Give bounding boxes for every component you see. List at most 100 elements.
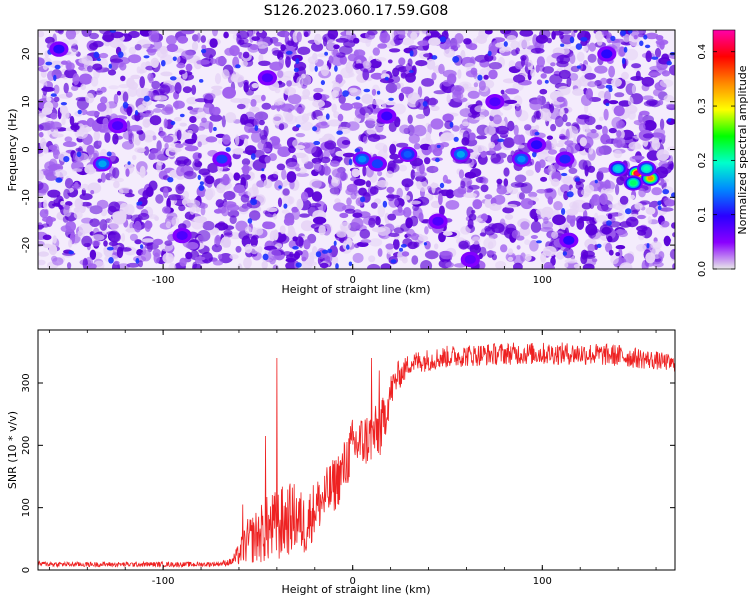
heatmap-noise-cell — [461, 137, 470, 146]
heatmap-noise-cell — [560, 172, 568, 177]
heatmap-noise-cell — [568, 73, 579, 81]
heatmap-noise-cell — [459, 108, 473, 118]
heatmap-noise-cell — [507, 248, 514, 256]
heatmap-noise-cell — [595, 124, 603, 130]
heatmap-noise-cell — [355, 96, 361, 100]
heatmap-noise-cell — [390, 259, 397, 264]
heatmap-noise-cell — [375, 216, 381, 226]
heatmap-noise-cell — [52, 235, 57, 244]
heatmap-noise-cell — [574, 177, 581, 182]
heatmap-noise-cell — [496, 185, 508, 195]
heatmap-noise-cell — [423, 242, 427, 246]
heatmap-noise-cell — [440, 142, 450, 148]
heatmap-noise-cell — [663, 94, 675, 103]
heatmap-noise-cell — [475, 176, 485, 183]
heatmap-noise-cell — [403, 195, 411, 201]
heatmap-noise-cell — [342, 90, 349, 97]
heatmap-noise-cell — [334, 65, 338, 72]
heatmap-noise-cell — [69, 115, 75, 126]
heatmap-noise-cell — [413, 171, 427, 178]
heatmap-noise-cell — [77, 229, 86, 238]
heatmap-noise-cell — [566, 142, 580, 154]
heatmap-noise-cell — [309, 203, 322, 208]
heatmap-noise-cell — [399, 247, 403, 252]
heatmap-noise-cell — [321, 249, 329, 254]
heatmap-noise-cell — [410, 31, 418, 40]
heatmap-noise-cell — [137, 105, 145, 113]
heatmap-noise-cell — [617, 209, 625, 220]
heatmap-noise-cell — [294, 145, 306, 150]
heatmap-noise-cell — [263, 179, 273, 189]
heatmap-noise-cell — [205, 136, 218, 143]
heatmap-noise-cell — [176, 165, 185, 177]
heatmap-noise-cell — [139, 165, 146, 178]
heatmap-noise-cell — [85, 92, 95, 104]
heatmap-noise-cell — [196, 32, 201, 43]
heatmap-noise-cell — [63, 188, 71, 200]
heatmap-noise-cell — [398, 92, 405, 102]
heatmap-noise-cell — [68, 239, 73, 248]
heatmap-noise-cell — [326, 39, 336, 51]
heatmap-noise-cell — [81, 55, 93, 65]
heatmap-noise-cell — [580, 37, 588, 42]
heatmap-noise-cell — [412, 203, 419, 212]
heatmap-noise-cell — [221, 115, 226, 128]
heatmap-noise-cell — [358, 187, 367, 196]
heatmap-noise-cell — [449, 121, 454, 128]
heatmap-noise-cell — [506, 35, 517, 43]
heatmap-noise-cell — [484, 226, 496, 236]
heatmap-noise-cell — [638, 113, 643, 123]
heatmap-noise-cell — [167, 177, 174, 183]
heatmap-noise-cell — [401, 178, 414, 188]
heatmap-noise-cell — [371, 88, 377, 96]
heatmap-noise-cell — [175, 55, 181, 64]
heatmap-noise-cell — [657, 205, 662, 211]
heatmap-noise-cell — [377, 170, 383, 177]
heatmap-noise-cell — [354, 243, 360, 249]
heatmap-noise-cell — [97, 178, 102, 183]
heatmap-noise-cell — [280, 44, 286, 52]
heatmap-noise-cell — [600, 77, 608, 85]
heatmap-noise-cell — [386, 186, 395, 194]
heatmap-noise-cell — [86, 110, 100, 117]
heatmap-noise-cell — [621, 57, 626, 65]
heatmap-noise-cell — [500, 89, 505, 95]
heatmap-noise-cell — [549, 103, 554, 114]
heatmap-noise-cell — [194, 98, 208, 103]
heatmap-noise-cell — [253, 227, 264, 236]
heatmap-noise-cell — [243, 179, 248, 190]
heatmap-noise-cell — [520, 221, 530, 230]
heatmap-noise-cell — [129, 221, 135, 231]
heatmap-noise-cell — [599, 193, 608, 205]
heatmap-noise-cell — [38, 190, 47, 196]
heatmap-noise-cell — [627, 96, 634, 107]
colorbar-ticks: 0.0 0.1 0.2 0.3 0.4 — [697, 44, 735, 277]
heatmap-noise-cell — [244, 226, 252, 234]
heatmap-hotspot — [614, 165, 622, 172]
heatmap-noise-cell — [443, 48, 455, 58]
heatmap-noise-cell — [352, 212, 363, 218]
heatmap-noise-cell — [100, 86, 107, 93]
heatmap-noise-cell — [312, 216, 327, 225]
heatmap-noise-cell — [184, 138, 197, 144]
heatmap-noise-cell — [42, 234, 52, 241]
heatmap-noise-cell — [102, 117, 109, 127]
heatmap-noise-cell — [38, 30, 45, 38]
heatmap-noise-cell — [503, 41, 508, 47]
heatmap-noise-cell — [201, 44, 207, 50]
x-tick-label: 100 — [533, 275, 552, 286]
heatmap-noise-cell — [566, 213, 576, 224]
heatmap-noise-cell — [519, 226, 531, 237]
heatmap-noise-cell — [347, 53, 357, 62]
heatmap-noise-cell — [280, 103, 295, 112]
heatmap-noise-cell — [667, 146, 675, 152]
heatmap-noise-cell — [596, 37, 603, 46]
heatmap-noise-cell — [628, 141, 641, 150]
heatmap-noise-cell — [362, 60, 372, 69]
heatmap-noise-cell — [73, 210, 83, 220]
heatmap-noise-cell — [284, 30, 289, 41]
heatmap-noise-cell — [128, 54, 142, 64]
x-tick-label: -100 — [152, 275, 175, 286]
heatmap-noise-cell — [604, 188, 614, 193]
heatmap-noise-cell — [671, 192, 675, 198]
